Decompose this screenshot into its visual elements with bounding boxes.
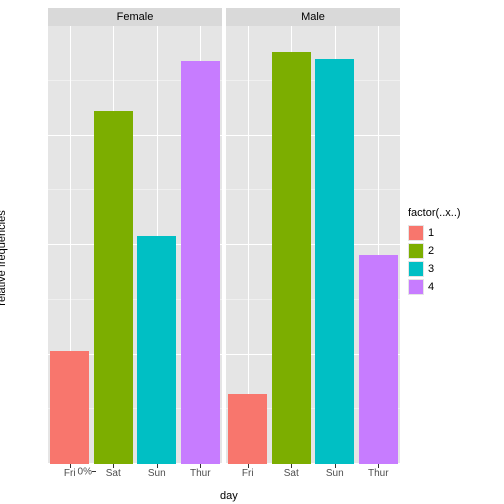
legend-swatch	[409, 262, 423, 276]
legend-item: 4	[408, 279, 461, 295]
legend-swatch	[409, 244, 423, 258]
legend: factor(..x..) 1 2 3 4	[408, 207, 461, 297]
faceted-bar-chart: relative frequencies day 0%10%20%30% Fem…	[0, 0, 504, 504]
x-tick-label: Thur	[368, 468, 389, 479]
bar	[50, 351, 89, 464]
legend-item: 2	[408, 243, 461, 259]
bar	[272, 52, 311, 464]
legend-label: 3	[428, 263, 434, 275]
bar	[94, 111, 133, 464]
facet-panels: FemaleFriSatSunThurMaleFriSatSunThur	[48, 8, 400, 464]
legend-swatch	[409, 280, 423, 294]
facet-panel: MaleFriSatSunThur	[226, 8, 400, 464]
facet-strip: Female	[48, 8, 222, 26]
legend-item: 1	[408, 225, 461, 241]
legend-title: factor(..x..)	[408, 207, 461, 219]
x-tick-label: Sun	[148, 468, 166, 479]
panel-body: FriSatSunThur	[226, 26, 400, 464]
x-tick-label: Fri	[242, 468, 254, 479]
legend-label: 4	[428, 281, 434, 293]
x-ticks: Fri Sat Sun Thur	[226, 464, 400, 494]
legend-label: 2	[428, 245, 434, 257]
bars	[48, 26, 222, 464]
y-axis-title: relative frequencies	[0, 210, 8, 305]
legend-key	[408, 279, 424, 295]
legend-key	[408, 243, 424, 259]
legend-key	[408, 261, 424, 277]
plot-area: 0%10%20%30% FemaleFriSatSunThurMaleFriSa…	[48, 8, 400, 464]
legend-label: 1	[428, 227, 434, 239]
legend-swatch	[409, 226, 423, 240]
panel-body: FriSatSunThur	[48, 26, 222, 464]
bar	[181, 61, 220, 464]
facet-strip: Male	[226, 8, 400, 26]
x-tick-label: Sun	[326, 468, 344, 479]
x-tick-label: Thur	[190, 468, 211, 479]
bar	[315, 59, 354, 464]
x-ticks: Fri Sat Sun Thur	[48, 464, 222, 494]
legend-item: 3	[408, 261, 461, 277]
bar	[228, 394, 267, 464]
x-tick-label: Sat	[284, 468, 299, 479]
bar	[137, 236, 176, 464]
legend-key	[408, 225, 424, 241]
bar	[359, 255, 398, 464]
facet-panel: FemaleFriSatSunThur	[48, 8, 222, 464]
x-tick-label: Fri	[64, 468, 76, 479]
x-tick-label: Sat	[106, 468, 121, 479]
legend-items: 1 2 3 4	[408, 225, 461, 295]
bars	[226, 26, 400, 464]
